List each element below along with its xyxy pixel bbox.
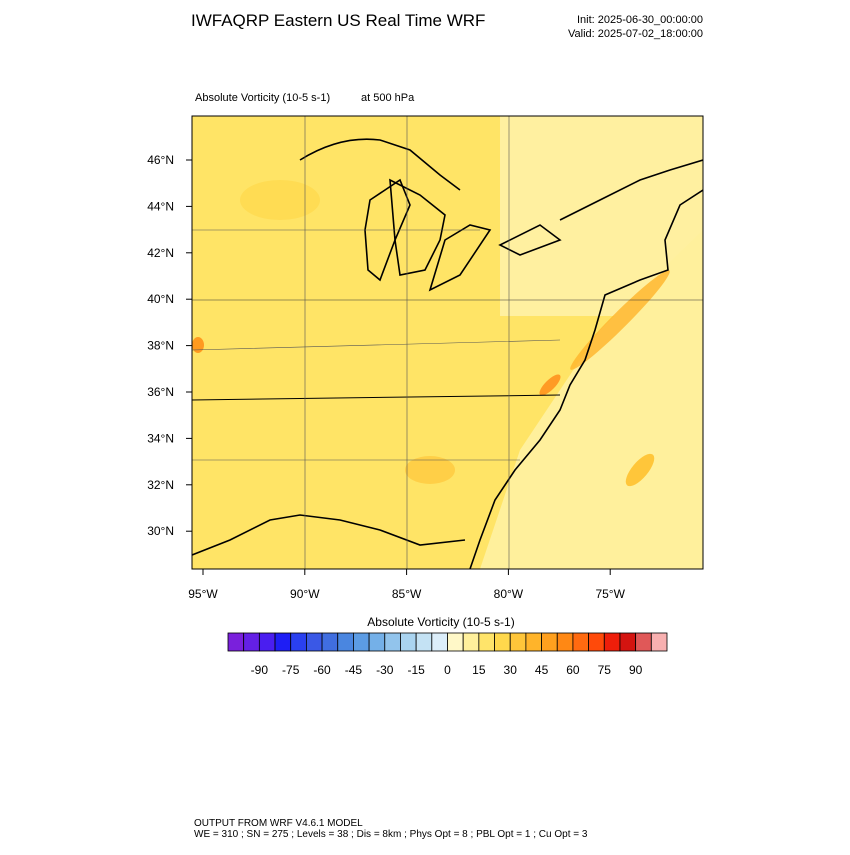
lat-label: 36°N xyxy=(147,385,174,399)
lat-label: 34°N xyxy=(147,431,174,445)
colorbar-box xyxy=(525,632,542,652)
level-label: at 500 hPa xyxy=(361,92,415,104)
colorbar-label: 90 xyxy=(629,663,643,677)
colorbar-box xyxy=(384,632,401,652)
colorbar-box xyxy=(462,632,480,652)
colorbar-label: -30 xyxy=(376,663,394,677)
lon-label: 80°W xyxy=(494,587,524,601)
colorbar-box xyxy=(447,632,464,652)
colorbar-box xyxy=(258,632,276,652)
colorbar-label: -60 xyxy=(313,663,331,677)
lon-label: 90°W xyxy=(290,587,320,601)
colorbar-box xyxy=(353,632,370,652)
lat-label: 40°N xyxy=(147,292,174,306)
footer-line: OUTPUT FROM WRF V4.6.1 MODEL xyxy=(194,818,363,829)
map-frame xyxy=(191,115,704,570)
valid-time: Valid: 2025-07-02_18:00:00 xyxy=(568,28,703,40)
colorbar-label: 45 xyxy=(535,663,549,677)
colorbar: -90 -75 -60 -45 -30 -15 0 15 30 45 60 75 90 xyxy=(227,632,668,677)
colorbar-box xyxy=(321,632,339,652)
colorbar-title: Absolute Vorticity (10-5 s-1) xyxy=(367,615,514,629)
colorbar-box xyxy=(541,632,558,652)
map-field xyxy=(192,116,703,569)
colorbar-box xyxy=(635,632,652,652)
lon-axis: 95°W 90°W 85°W 80°W 75°W xyxy=(188,569,626,601)
lat-label: 46°N xyxy=(147,153,174,167)
colorbar-box xyxy=(431,632,448,652)
colorbar-box xyxy=(619,632,637,652)
colorbar-box xyxy=(305,632,323,652)
colorbar-box xyxy=(603,632,621,652)
colorbar-label: -15 xyxy=(407,663,425,677)
lon-label: 85°W xyxy=(392,587,422,601)
colorbar-box xyxy=(509,632,527,652)
colorbar-label: -45 xyxy=(345,663,363,677)
colorbar-label: -75 xyxy=(282,663,300,677)
lon-label: 75°W xyxy=(595,587,625,601)
colorbar-box xyxy=(650,632,668,652)
colorbar-box xyxy=(572,632,590,652)
footer-line: WE = 310 ; SN = 275 ; Levels = 38 ; Dis … xyxy=(194,829,588,840)
lat-label: 30°N xyxy=(147,524,174,538)
colorbar-box xyxy=(290,632,307,652)
colorbar-box xyxy=(588,632,605,652)
colorbar-box xyxy=(494,632,511,652)
colorbar-label: 0 xyxy=(444,663,451,677)
colorbar-box xyxy=(227,632,245,652)
lat-axis: 46°N 44°N 42°N 40°N 38°N 36°N 34°N 32°N 30°N xyxy=(147,153,192,538)
colorbar-box xyxy=(337,632,354,652)
colorbar-label: 15 xyxy=(472,663,486,677)
lon-label: 95°W xyxy=(188,587,218,601)
field-label: Absolute Vorticity (10-5 s-1) xyxy=(195,92,330,104)
colorbar-box xyxy=(400,632,417,652)
lat-label: 32°N xyxy=(147,478,174,492)
lat-label: 38°N xyxy=(147,339,174,353)
colorbar-label: 30 xyxy=(504,663,518,677)
colorbar-label: 75 xyxy=(598,663,612,677)
init-time: Init: 2025-06-30_00:00:00 xyxy=(577,14,703,26)
colorbar-label: 60 xyxy=(566,663,580,677)
colorbar-box xyxy=(415,632,433,652)
lat-label: 44°N xyxy=(147,199,174,213)
colorbar-box xyxy=(478,632,495,652)
colorbar-box xyxy=(274,632,292,652)
colorbar-label: -90 xyxy=(251,663,269,677)
colorbar-box xyxy=(243,632,260,652)
colorbar-box xyxy=(368,632,386,652)
colorbar-box xyxy=(556,632,574,652)
lat-label: 42°N xyxy=(147,246,174,260)
title: IWFAQRP Eastern US Real Time WRF xyxy=(191,11,485,30)
